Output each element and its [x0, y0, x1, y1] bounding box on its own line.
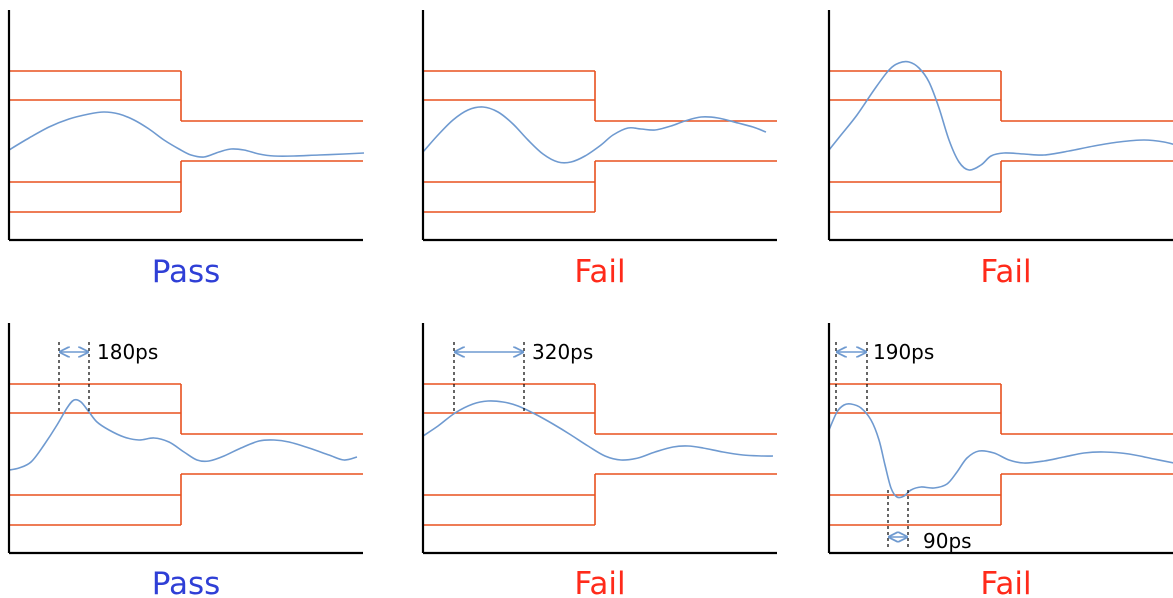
- fail-verdict-label: Fail: [980, 566, 1031, 598]
- waveform-trace: [422, 400, 774, 461]
- waveform-trace: [8, 398, 358, 471]
- mask-template: [829, 70, 1173, 213]
- measurement-label: 180ps: [97, 340, 158, 364]
- pass-verdict-label: Pass: [152, 566, 221, 598]
- measurement-180ps: 180ps: [58, 340, 158, 412]
- panel-4: 180ps Pass: [7, 323, 363, 598]
- measurement-90ps: 90ps: [887, 490, 972, 553]
- fail-verdict-label: Fail: [980, 254, 1031, 290]
- pass-verdict-label: Pass: [152, 254, 221, 290]
- waveform-trace: [8, 111, 365, 158]
- fail-verdict-label: Fail: [574, 254, 625, 290]
- waveform-trace: [828, 402, 1173, 499]
- panel-6: 190ps 90ps Fail: [827, 323, 1173, 598]
- measurement-320ps: 320ps: [453, 340, 593, 412]
- mask-template: [423, 383, 777, 526]
- measurement-label: 90ps: [923, 529, 972, 553]
- panel-grid: Pass Fail Fail 180ps Pass 320ps Fail 190ps 90ps F…: [7, 10, 1173, 598]
- measurement-label: 190ps: [873, 340, 934, 364]
- mask-template: [9, 383, 363, 526]
- fail-verdict-label: Fail: [574, 566, 625, 598]
- waveform-trace: [828, 60, 1173, 171]
- panel-2: Fail: [421, 10, 777, 290]
- mask-template: [423, 70, 777, 213]
- waveform-trace: [422, 106, 767, 164]
- measurement-label: 320ps: [532, 340, 593, 364]
- panel-3: Fail: [827, 10, 1173, 290]
- panel-5: 320ps Fail: [421, 323, 777, 598]
- mask-template: [829, 383, 1173, 526]
- measurement-190ps: 190ps: [835, 340, 934, 412]
- panel-1: Pass: [7, 10, 365, 290]
- mask-template: [9, 70, 363, 213]
